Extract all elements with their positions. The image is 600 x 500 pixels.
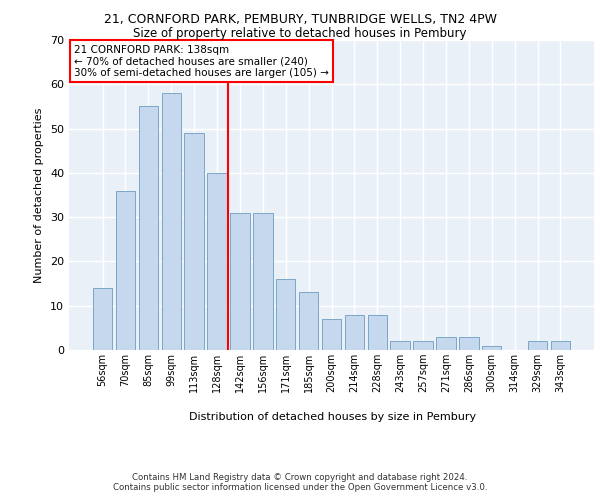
- Bar: [368, 314, 387, 350]
- Bar: [528, 341, 547, 350]
- Bar: [322, 319, 341, 350]
- Bar: [276, 279, 295, 350]
- Bar: [139, 106, 158, 350]
- Text: 21, CORNFORD PARK, PEMBURY, TUNBRIDGE WELLS, TN2 4PW: 21, CORNFORD PARK, PEMBURY, TUNBRIDGE WE…: [104, 12, 497, 26]
- Bar: [551, 341, 570, 350]
- Bar: [459, 336, 479, 350]
- Bar: [93, 288, 112, 350]
- Text: Distribution of detached houses by size in Pembury: Distribution of detached houses by size …: [190, 412, 476, 422]
- Bar: [161, 93, 181, 350]
- Text: Size of property relative to detached houses in Pembury: Size of property relative to detached ho…: [133, 28, 467, 40]
- Bar: [344, 314, 364, 350]
- Bar: [184, 133, 204, 350]
- Y-axis label: Number of detached properties: Number of detached properties: [34, 108, 44, 282]
- Bar: [413, 341, 433, 350]
- Text: 21 CORNFORD PARK: 138sqm
← 70% of detached houses are smaller (240)
30% of semi-: 21 CORNFORD PARK: 138sqm ← 70% of detach…: [74, 44, 329, 78]
- Bar: [208, 173, 227, 350]
- Text: Contains HM Land Registry data © Crown copyright and database right 2024.
Contai: Contains HM Land Registry data © Crown c…: [113, 472, 487, 492]
- Bar: [299, 292, 319, 350]
- Bar: [230, 212, 250, 350]
- Bar: [116, 190, 135, 350]
- Bar: [391, 341, 410, 350]
- Bar: [482, 346, 502, 350]
- Bar: [436, 336, 455, 350]
- Bar: [253, 212, 272, 350]
